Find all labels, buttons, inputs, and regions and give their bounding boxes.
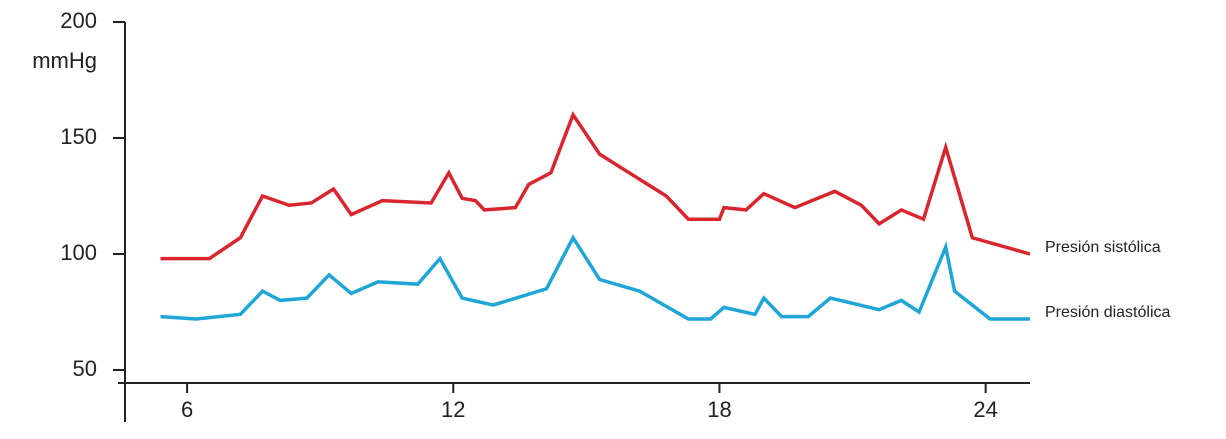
series-line	[160, 111, 1031, 261]
y-tick-label: 100	[60, 240, 97, 265]
x-tick-label: 18	[707, 397, 731, 422]
y-tick-label: 50	[73, 356, 97, 381]
series-line	[160, 234, 1030, 321]
y-axis-label: mmHg	[32, 48, 97, 73]
x-tick-label: 12	[441, 397, 465, 422]
x-tick-label: 24	[973, 397, 997, 422]
series-label: Presión diastólica	[1045, 304, 1171, 321]
x-tick-label: 6	[181, 397, 193, 422]
y-tick-label: 200	[60, 8, 97, 33]
y-tick-label: 150	[60, 124, 97, 149]
series-label: Presión sistólica	[1045, 239, 1161, 256]
